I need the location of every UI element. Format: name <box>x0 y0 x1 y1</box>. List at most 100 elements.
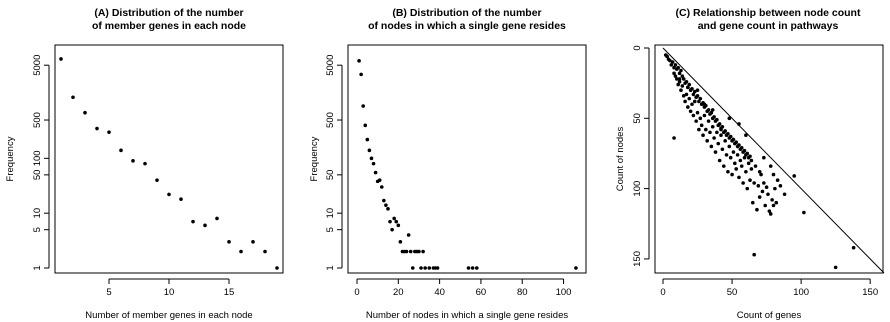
data-point <box>741 181 745 185</box>
data-point <box>363 123 368 128</box>
data-point <box>737 143 741 147</box>
data-point <box>745 151 750 156</box>
data-point <box>802 210 806 215</box>
chart-title-line: of member genes in each node <box>92 20 246 32</box>
data-point <box>717 122 722 126</box>
data-point <box>371 161 376 166</box>
data-point <box>749 158 754 163</box>
data-point <box>717 158 722 163</box>
data-point <box>398 240 403 244</box>
data-point <box>716 141 721 146</box>
data-point <box>191 219 195 224</box>
data-point <box>731 150 736 154</box>
data-point <box>726 169 730 174</box>
data-point <box>386 207 390 211</box>
chart-title-line: (C) Relationship between node count <box>676 7 861 19</box>
data-point <box>734 140 739 145</box>
data-point <box>720 147 725 152</box>
data-point <box>782 192 787 197</box>
x-tick-label: 60 <box>476 287 487 298</box>
data-point <box>691 92 696 97</box>
data-point <box>773 186 777 191</box>
data-point <box>731 137 736 142</box>
data-point <box>851 245 856 250</box>
chart-title-line: (A) Distribution of the number <box>94 7 243 19</box>
data-point <box>766 192 770 197</box>
data-point <box>708 130 712 135</box>
data-point <box>753 164 758 168</box>
data-point <box>408 249 413 254</box>
data-point <box>676 82 680 87</box>
data-point <box>681 77 686 81</box>
data-point <box>419 266 423 270</box>
data-point <box>709 144 714 149</box>
data-point <box>767 209 772 213</box>
plot-frame <box>54 44 284 274</box>
data-point <box>470 266 475 270</box>
x-tick-label: 100 <box>556 287 572 298</box>
data-point <box>701 133 705 137</box>
data-point <box>379 185 384 189</box>
data-point <box>95 126 99 131</box>
data-point <box>727 144 732 149</box>
x-tick-label: 0 <box>660 287 665 298</box>
data-point <box>373 170 378 175</box>
y-tick-label: 5 <box>32 227 43 232</box>
data-point <box>365 137 370 142</box>
data-point <box>745 186 750 191</box>
data-point <box>728 155 733 160</box>
data-point <box>734 167 739 171</box>
data-point <box>367 148 372 153</box>
data-point <box>690 102 694 107</box>
data-point <box>744 169 748 174</box>
data-point <box>665 54 669 59</box>
data-point <box>669 63 674 67</box>
y-tick-label: 5 <box>325 227 336 232</box>
data-point <box>757 195 762 199</box>
x-axis-label: Number of member genes in each node <box>85 310 252 321</box>
data-point <box>677 77 682 81</box>
data-point <box>390 227 394 232</box>
data-point <box>690 86 694 91</box>
data-point <box>737 122 741 126</box>
data-point <box>673 63 678 67</box>
plot-frame <box>347 44 587 274</box>
data-point <box>757 169 762 174</box>
x-tick-label: 50 <box>727 287 738 298</box>
data-point <box>712 115 716 119</box>
data-point <box>131 159 135 163</box>
data-point <box>275 266 279 270</box>
data-point <box>423 266 427 270</box>
data-point <box>369 156 374 161</box>
data-point <box>697 99 701 104</box>
y-axis-label: Frequency <box>5 136 16 181</box>
y-axis-label: Frequency <box>309 136 320 181</box>
data-point <box>694 119 698 123</box>
data-point <box>768 164 773 168</box>
data-point <box>388 219 392 224</box>
data-point <box>357 59 361 63</box>
data-point <box>738 158 743 163</box>
data-point <box>710 108 715 112</box>
data-point <box>680 74 685 78</box>
data-point <box>688 109 693 114</box>
data-point <box>749 167 754 171</box>
y-tick-label: 50 <box>632 113 643 124</box>
data-point <box>410 266 415 270</box>
data-point <box>251 240 255 244</box>
y-tick-label: 150 <box>632 251 643 267</box>
data-point <box>775 178 780 182</box>
data-point <box>679 88 683 92</box>
data-point <box>691 113 696 118</box>
data-point <box>107 130 111 134</box>
data-point <box>792 174 797 178</box>
data-point <box>687 96 692 101</box>
data-point <box>359 72 363 77</box>
y-tick-label: 50 <box>32 170 43 181</box>
x-tick-label: 150 <box>862 287 878 298</box>
y-tick-label: 5000 <box>32 55 43 76</box>
data-point <box>748 178 752 182</box>
